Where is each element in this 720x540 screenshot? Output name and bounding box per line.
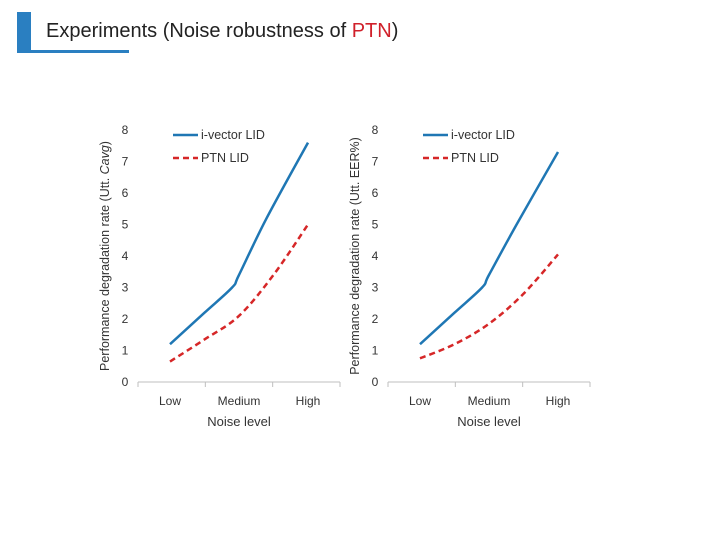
- x-tick-label: Medium: [218, 394, 261, 408]
- x-tick-label: Medium: [468, 394, 511, 408]
- x-tick-label: High: [296, 394, 321, 408]
- y-tick-label: 8: [122, 123, 129, 137]
- title-suffix: ): [391, 20, 399, 42]
- y-axis-label-italic: Cavg: [98, 145, 112, 174]
- y-tick-label: 6: [122, 186, 129, 200]
- y-tick-label: 5: [122, 218, 129, 232]
- y-tick-label: 2: [122, 312, 129, 326]
- title-accent-bar: [17, 12, 31, 52]
- y-tick-label: 7: [372, 155, 379, 169]
- y-tick-label: 3: [372, 281, 379, 295]
- x-axis-label: Noise level: [207, 414, 271, 429]
- x-tick-label: Low: [409, 394, 431, 408]
- legend-label: i-vector LID: [201, 128, 265, 142]
- y-tick-label: 8: [372, 123, 379, 137]
- y-tick-label: 7: [122, 155, 129, 169]
- y-axis-label: Performance degradation rate (Utt. EER%): [348, 137, 362, 375]
- x-tick-label: High: [546, 394, 571, 408]
- y-tick-label: 3: [122, 281, 129, 295]
- chart-cavg: Performance degradation rate (Utt. Cavg)…: [98, 123, 341, 429]
- series-line-ivector: [169, 141, 310, 346]
- y-tick-label: 0: [372, 375, 379, 389]
- y-axis-label: Performance degradation rate (Utt. Cavg): [98, 141, 112, 371]
- x-tick-label: Low: [159, 394, 181, 408]
- y-tick-label: 1: [372, 344, 379, 358]
- series-line-ptn: [419, 253, 559, 360]
- series-line-ivector: [419, 151, 560, 346]
- y-tick-label: 0: [122, 375, 129, 389]
- chart-eer: Performance degradation rate (Utt. EER%)…: [348, 123, 591, 429]
- legend-label: PTN LID: [201, 151, 249, 165]
- x-axis-label: Noise level: [457, 414, 521, 429]
- y-tick-label: 4: [372, 249, 379, 263]
- y-tick-label: 5: [372, 218, 379, 232]
- legend-label: i-vector LID: [451, 128, 515, 142]
- y-axis-label-suffix: ): [98, 141, 112, 145]
- series-line-ptn: [169, 223, 310, 363]
- y-tick-label: 6: [372, 186, 379, 200]
- slide-title: Experiments (Noise robustness of PTN): [46, 20, 398, 43]
- title-underline: [17, 50, 129, 53]
- y-axis-label-main: Performance degradation rate (Utt.: [98, 174, 112, 371]
- y-tick-label: 1: [122, 344, 129, 358]
- y-axis-label-main: Performance degradation rate (Utt. EER%): [348, 137, 362, 375]
- title-prefix: Experiments (Noise robustness of: [46, 20, 352, 42]
- y-tick-label: 2: [372, 312, 379, 326]
- y-tick-label: 4: [122, 249, 129, 263]
- title-highlight: PTN: [351, 20, 392, 42]
- legend-label: PTN LID: [451, 151, 499, 165]
